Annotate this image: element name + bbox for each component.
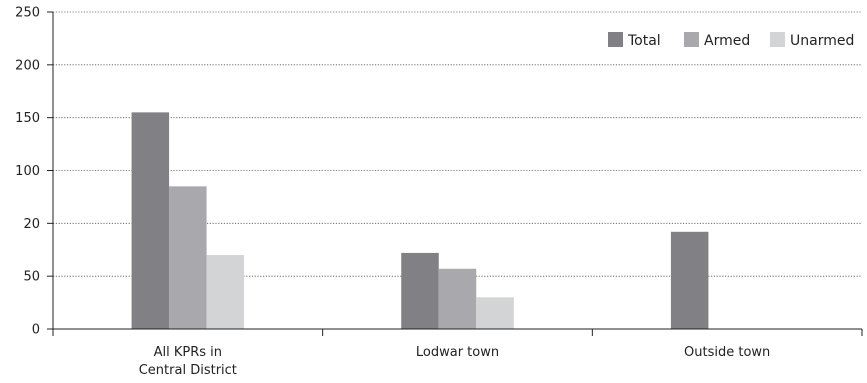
bar-unarmed-0 bbox=[206, 255, 245, 329]
y-tick-label: 100 bbox=[15, 164, 40, 179]
legend-label-total: Total bbox=[627, 33, 661, 49]
legend: Total Armed Unarmed bbox=[608, 32, 854, 49]
y-tick-label: 50 bbox=[23, 270, 40, 285]
legend-label-unarmed: Unarmed bbox=[790, 33, 854, 49]
bars bbox=[131, 112, 709, 329]
bar-total-0 bbox=[131, 112, 170, 329]
bar-armed-1 bbox=[438, 268, 477, 329]
axes bbox=[47, 11, 863, 336]
bar-total-2 bbox=[670, 231, 709, 329]
x-category-label: Outside town bbox=[684, 345, 770, 360]
y-tick-label: 20 bbox=[23, 217, 40, 232]
y-tick-labels: 0 50 20 100 150 200 250 bbox=[15, 6, 40, 338]
bar-total-1 bbox=[401, 252, 439, 329]
y-tick-label: 150 bbox=[15, 111, 40, 126]
legend-swatch-total bbox=[608, 32, 623, 47]
y-tick-label: 250 bbox=[15, 6, 40, 21]
y-tick-label: 200 bbox=[15, 58, 40, 73]
y-tick-label: 0 bbox=[32, 323, 40, 338]
bar-unarmed-1 bbox=[476, 297, 514, 329]
bar-armed-0 bbox=[169, 186, 207, 329]
x-category-label: Lodwar town bbox=[416, 345, 499, 360]
x-category-labels: All KPRs in Central District Lodwar town Ou… bbox=[139, 345, 771, 378]
legend-swatch-unarmed bbox=[770, 32, 785, 47]
legend-swatch-armed bbox=[684, 32, 699, 47]
legend-label-armed: Armed bbox=[704, 33, 750, 49]
x-category-label: All KPRs in Central District bbox=[139, 345, 237, 378]
